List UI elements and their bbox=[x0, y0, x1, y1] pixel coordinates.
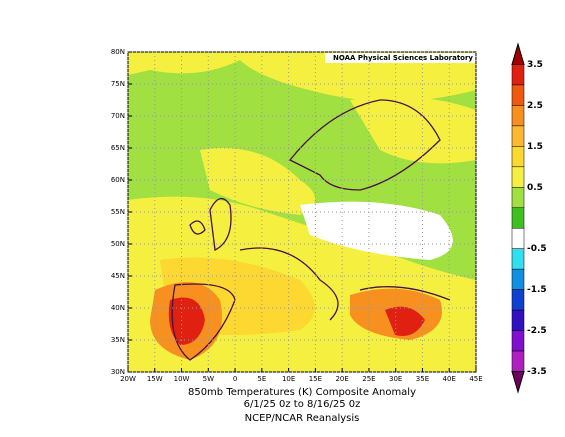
y-tick-label: 30N bbox=[111, 368, 125, 376]
colorbar-label: 3.5 bbox=[527, 60, 543, 70]
x-tick-label: 45E bbox=[469, 375, 482, 383]
colorbar-box bbox=[511, 84, 525, 106]
x-tick-label: 20E bbox=[335, 375, 348, 383]
y-tick-label: 70N bbox=[111, 112, 125, 120]
x-tick-label: 15E bbox=[309, 375, 322, 383]
colorbar-label: 1.5 bbox=[527, 142, 543, 152]
credit: NOAA Physical Sciences Laboratory bbox=[333, 54, 473, 62]
x-tick-label: 0 bbox=[233, 375, 237, 383]
x-tick-label: 5W bbox=[203, 375, 214, 383]
x-tick-label: 30E bbox=[389, 375, 402, 383]
colorbar-label: -3.5 bbox=[527, 367, 547, 377]
x-tick-label: 10E bbox=[282, 375, 295, 383]
y-tick-label: 75N bbox=[111, 80, 125, 88]
contour-fill bbox=[128, 52, 476, 372]
colorbar-box bbox=[511, 227, 525, 249]
x-tick-label: 25E bbox=[362, 375, 375, 383]
colorbar-box bbox=[511, 289, 525, 311]
colorbar-box bbox=[511, 268, 525, 290]
coastlines bbox=[171, 99, 451, 361]
colorbar-box bbox=[511, 187, 525, 209]
x-tick-label: 10W bbox=[174, 375, 190, 383]
colorbar-box bbox=[511, 125, 525, 147]
colorbar-label: -1.5 bbox=[527, 285, 547, 295]
credit-box bbox=[325, 53, 475, 63]
colorbar-box bbox=[511, 166, 525, 188]
subtitle: 6/1/25 0z to 8/16/25 0z bbox=[244, 399, 361, 410]
x-tick-label: 40E bbox=[443, 375, 456, 383]
y-tick-label: 35N bbox=[111, 336, 125, 344]
y-tick-label: 55N bbox=[111, 208, 125, 216]
y-tick-label: 80N bbox=[111, 48, 125, 56]
y-tick-label: 40N bbox=[111, 304, 125, 312]
colorbar-label: -2.5 bbox=[527, 326, 547, 336]
x-tick-label: 15W bbox=[147, 375, 163, 383]
colorbar-box bbox=[511, 330, 525, 352]
colorbar-box bbox=[511, 64, 525, 86]
y-tick-label: 60N bbox=[111, 176, 125, 184]
x-tick-label: 35E bbox=[416, 375, 429, 383]
colorbar-box bbox=[511, 146, 525, 168]
colorbar-box bbox=[511, 248, 525, 270]
y-tick-label: 50N bbox=[111, 240, 125, 248]
x-tick-label: 5E bbox=[257, 375, 266, 383]
colorbar-box bbox=[511, 207, 525, 229]
source: NCEP/NCAR Reanalysis bbox=[245, 413, 360, 424]
y-tick-label: 65N bbox=[111, 144, 125, 152]
x-tick-label: 20W bbox=[120, 375, 136, 383]
colorbar-label: 0.5 bbox=[527, 183, 543, 193]
colorbar-box bbox=[511, 350, 525, 372]
colorbar-box bbox=[511, 309, 525, 331]
title: 850mb Temperatures (K) Composite Anomaly bbox=[188, 387, 416, 398]
colorbar-triangle bbox=[511, 371, 525, 394]
colorbar-box bbox=[511, 105, 525, 127]
y-tick-label: 45N bbox=[111, 272, 125, 280]
colorbar-label: -0.5 bbox=[527, 244, 547, 254]
colorbar-label: 2.5 bbox=[527, 101, 543, 111]
colorbar-triangle bbox=[511, 42, 525, 65]
